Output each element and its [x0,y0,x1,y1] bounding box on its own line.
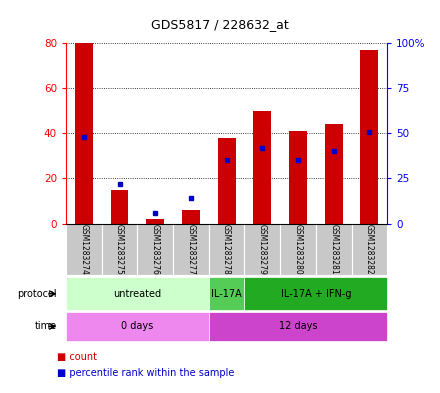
Text: GSM1283279: GSM1283279 [258,224,267,275]
Text: ■ count: ■ count [57,352,97,362]
Bar [182,210,200,224]
Text: GSM1283282: GSM1283282 [365,224,374,275]
Bar [289,131,307,224]
Text: GSM1283277: GSM1283277 [187,224,195,275]
Text: 0 days: 0 days [121,321,154,331]
Bar [253,111,271,224]
Bar [102,224,137,275]
Text: GSM1283280: GSM1283280 [293,224,302,275]
Bar [209,224,245,275]
Text: time: time [35,321,57,331]
Bar [75,43,93,224]
Text: GSM1283276: GSM1283276 [151,224,160,275]
Bar [325,124,343,224]
Bar [218,138,235,224]
Bar [66,224,102,275]
Text: IL-17A: IL-17A [211,289,242,299]
Text: GSM1283275: GSM1283275 [115,224,124,275]
Bar [316,224,352,275]
Bar [360,50,378,224]
Text: protocol: protocol [18,289,57,299]
Text: untreated: untreated [114,289,161,299]
Bar [245,224,280,275]
Text: GSM1283281: GSM1283281 [329,224,338,275]
Bar [352,224,387,275]
Text: 12 days: 12 days [279,321,317,331]
Bar [146,219,164,224]
Text: GSM1283278: GSM1283278 [222,224,231,275]
Bar [110,190,128,224]
Bar [137,224,173,275]
Bar [173,224,209,275]
Text: GDS5817 / 228632_at: GDS5817 / 228632_at [151,18,289,31]
Bar [280,224,316,275]
Text: ■ percentile rank within the sample: ■ percentile rank within the sample [57,367,235,378]
Text: IL-17A + IFN-g: IL-17A + IFN-g [281,289,351,299]
Text: GSM1283274: GSM1283274 [79,224,88,275]
